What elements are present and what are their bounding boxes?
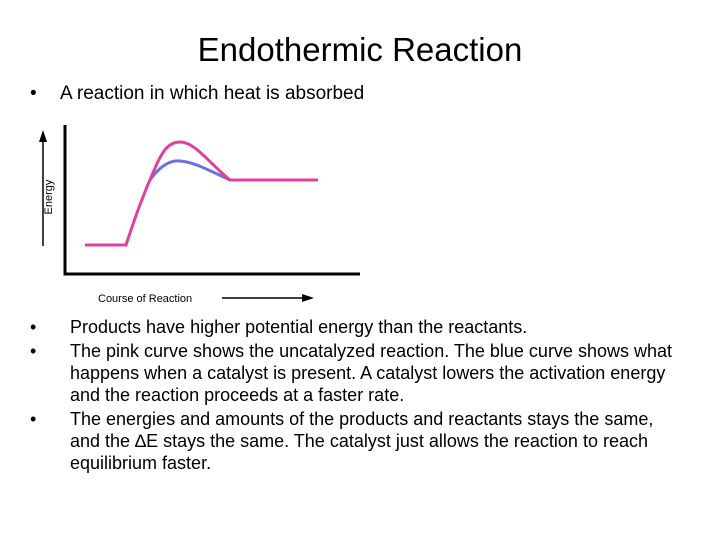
bullet-dot: • [30,317,37,337]
bullet-item: • The pink curve shows the uncatalyzed re… [30,340,680,406]
intro-bullet-text: A reaction in which heat is absorbed [60,83,365,104]
y-axis-label: Energy [43,179,55,215]
bullet-dot: • [30,341,37,361]
bullet-dot: • [30,409,37,429]
bullet-text: The pink curve shows the uncatalyzed rea… [70,341,672,405]
energy-arrowhead [39,130,47,142]
bullet-list: • Products have higher potential energy t… [30,316,680,476]
slide-title: Endothermic Reaction [197,31,523,68]
bullet-text: Products have higher potential energy th… [70,317,528,337]
x-axis-label: Course of Reaction [98,293,193,305]
bullet-text: The energies and amounts of the products… [70,409,654,473]
diagram-axes [63,125,360,276]
bullet-dot: • [30,83,37,104]
uncatalyzed-curve [85,140,318,247]
bullet-item: • The energies and amounts of the product… [30,408,680,474]
bullet-item: • Products have higher potential energy t… [30,316,680,338]
intro-bullet: • A reaction in which heat is absorbed [30,82,364,106]
catalyzed-curve [148,159,231,182]
course-arrowhead [302,294,314,302]
